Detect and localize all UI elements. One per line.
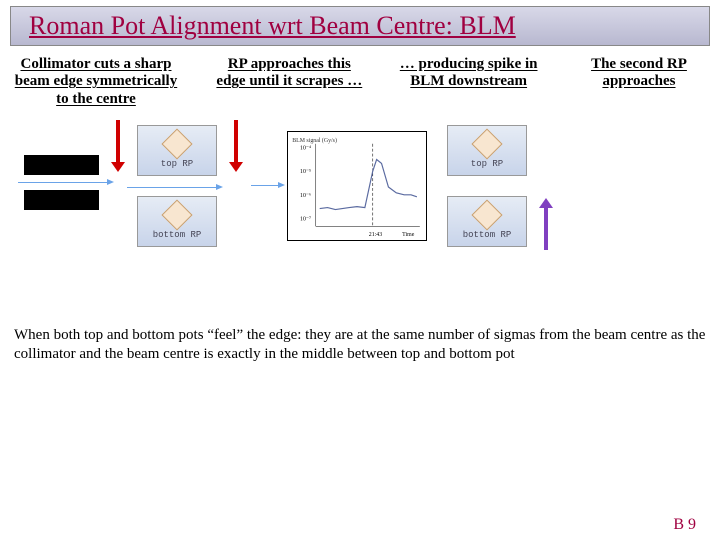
svg-text:10⁻⁴: 10⁻⁴ — [300, 145, 311, 151]
diamond-icon — [161, 199, 192, 230]
arrow-up-icon — [539, 198, 553, 250]
footer-explanation: When both top and bottom pots “feel” the… — [14, 326, 706, 364]
rp-bottom-widget-2: bottom RP — [447, 196, 527, 247]
diamond-icon — [471, 128, 502, 159]
rp-pair-1: top RP bottom RP — [137, 125, 217, 247]
svg-text:10⁻⁶: 10⁻⁶ — [300, 193, 311, 199]
beam-line-3 — [251, 185, 279, 186]
rp-bottom-widget-1: bottom RP — [137, 196, 217, 247]
rp-top-widget-2: top RP — [447, 125, 527, 176]
rp-top-widget-1: top RP — [137, 125, 217, 176]
rp-bottom-label: bottom RP — [452, 230, 522, 240]
page-number: B 9 — [673, 516, 696, 534]
rp-top-label: top RP — [142, 159, 212, 169]
step-4: The second RP approaches — [574, 56, 704, 108]
blm-xlabel: Time — [402, 232, 415, 238]
blm-plot: BLM signal (Gy/s) 10⁻⁴ 10⁻⁵ 10⁻⁶ 10⁻⁷ 21… — [287, 131, 427, 241]
collimator-jaw-top — [24, 155, 99, 175]
blm-ylabel: BLM signal (Gy/s) — [292, 137, 337, 144]
collimator-graphic — [24, 155, 99, 216]
beam-line-2 — [127, 187, 217, 188]
rp-top-label: top RP — [452, 159, 522, 169]
diamond-icon — [471, 199, 502, 230]
step-1: Collimator cuts a sharp beam edge symmet… — [12, 56, 180, 108]
diagram-row: top RP bottom RP BLM signal (Gy/s) 10⁻⁴ … — [0, 116, 720, 256]
blm-series-line — [320, 159, 417, 209]
slide-title: Roman Pot Alignment wrt Beam Centre: BLM — [10, 6, 710, 46]
diamond-icon — [161, 128, 192, 159]
blm-xtick: 21:43 — [369, 232, 382, 238]
collimator-jaw-bottom — [24, 190, 99, 210]
arrow-down-icon — [111, 120, 125, 172]
svg-text:10⁻⁵: 10⁻⁵ — [300, 169, 311, 175]
steps-row: Collimator cuts a sharp beam edge symmet… — [0, 56, 720, 116]
slide-title-text: Roman Pot Alignment wrt Beam Centre: BLM — [29, 11, 516, 40]
beam-line-1 — [18, 182, 108, 183]
rp-pair-2: top RP bottom RP — [447, 125, 527, 247]
arrow-down-icon — [229, 120, 243, 172]
step-2: RP approaches this edge until it scrapes… — [215, 56, 363, 108]
rp-bottom-label: bottom RP — [142, 230, 212, 240]
svg-text:10⁻⁷: 10⁻⁷ — [300, 216, 311, 222]
step-3: … producing spike in BLM downstream — [399, 56, 539, 108]
